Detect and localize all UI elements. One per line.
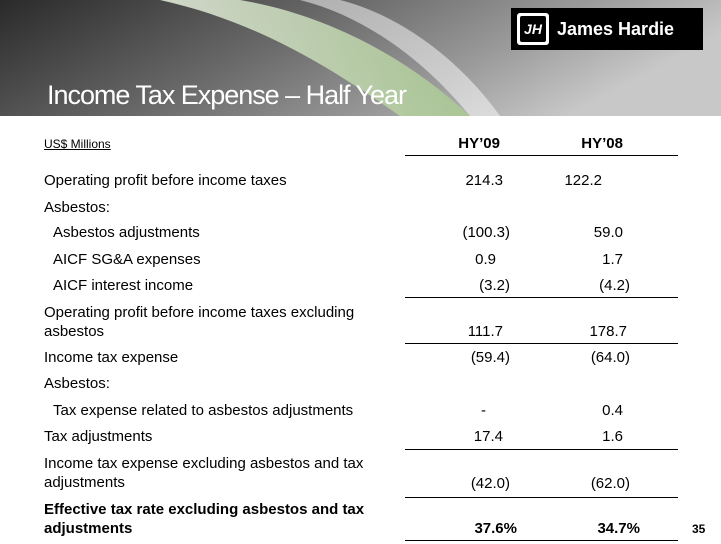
row-label: AICF SG&A expenses — [53, 251, 201, 268]
cell: 34.7% — [597, 520, 640, 537]
rule — [405, 297, 678, 298]
cell: - — [481, 402, 486, 419]
row-label: Operating profit before income taxes — [44, 172, 287, 189]
rule — [405, 540, 678, 541]
column-header: HY’08 — [581, 135, 623, 152]
cell: (62.0) — [590, 475, 630, 492]
rule — [405, 497, 678, 498]
cell: (59.4) — [470, 349, 510, 366]
cell: 1.7 — [602, 251, 623, 268]
rule — [405, 155, 678, 156]
row-label: Income tax expense excluding asbestos an… — [44, 455, 364, 491]
logo-mark: JH — [524, 21, 543, 37]
row-label: Effective tax rate excluding asbestos an… — [44, 501, 365, 537]
cell: 111.7 — [467, 323, 503, 340]
slide-title: Income Tax Expense – Half Year — [47, 80, 407, 110]
column-header: HY’09 — [458, 135, 500, 152]
row-label: Operating profit before income taxes exc… — [44, 304, 355, 340]
rule — [405, 343, 678, 344]
logo-text: James Hardie — [557, 19, 674, 39]
unit-label: US$ Millions — [44, 137, 111, 151]
page-number: 35 — [692, 522, 706, 536]
cell: 0.4 — [602, 402, 623, 419]
row-label: Tax adjustments — [44, 428, 153, 445]
cell: 37.6% — [474, 520, 517, 537]
row-label: Asbestos: — [44, 199, 110, 216]
row-label: Income tax expense — [44, 349, 179, 366]
cell: (42.0) — [470, 475, 510, 492]
cell: (4.2) — [599, 277, 630, 294]
cell: (3.2) — [479, 277, 510, 294]
header-banner: JH James Hardie Income Tax Expense – Hal… — [0, 0, 721, 116]
cell: 17.4 — [473, 428, 503, 445]
cell: (64.0) — [590, 349, 630, 366]
row-label: AICF interest income — [53, 277, 194, 294]
cell: 0.9 — [475, 251, 496, 268]
cell: (100.3) — [462, 224, 510, 241]
row-label: Asbestos adjustments — [53, 224, 200, 241]
cell: 122.2 — [564, 172, 602, 189]
cell: 1.6 — [602, 428, 623, 445]
row-label: Tax expense related to asbestos adjustme… — [53, 402, 354, 419]
cell: 59.0 — [593, 224, 623, 241]
cell: 178.7 — [589, 323, 627, 340]
rule — [405, 449, 678, 450]
cell: 214.3 — [465, 172, 503, 189]
row-label: Asbestos: — [44, 375, 110, 392]
